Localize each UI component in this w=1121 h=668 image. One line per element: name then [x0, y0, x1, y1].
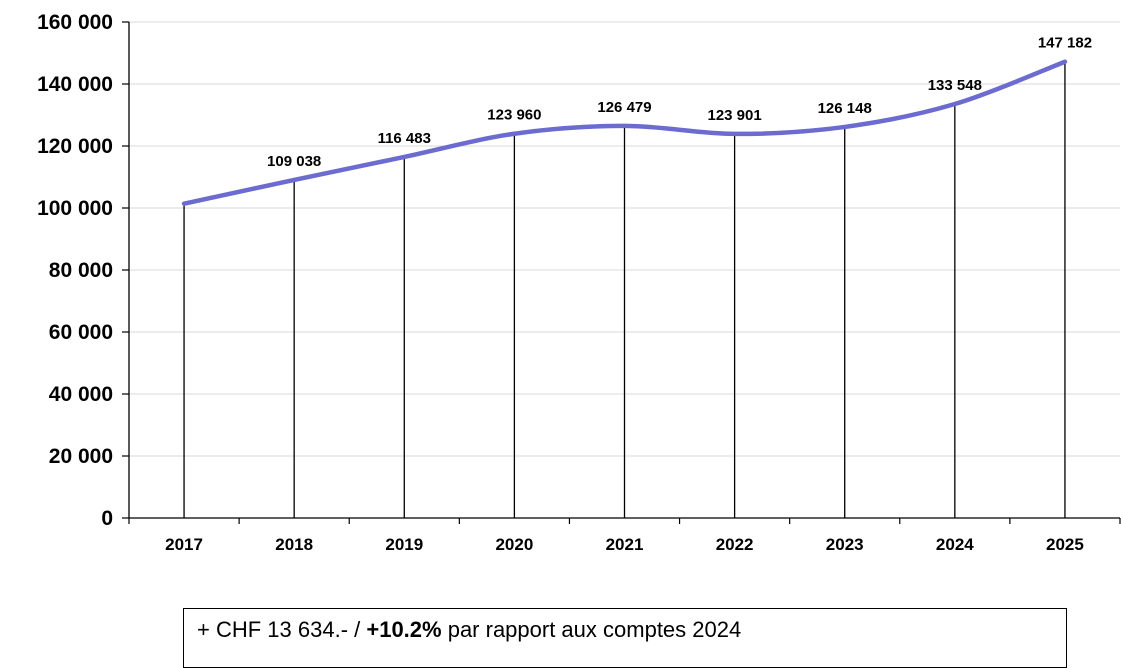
- summary-note: + CHF 13 634.- / +10.2% par rapport aux …: [183, 608, 1067, 668]
- y-tick-labels: 0 20 000 40 000 60 000 80 000 100 000 120 000 1…: [37, 11, 113, 530]
- y-tick-label: 0: [101, 507, 113, 530]
- data-label: 109 038: [267, 153, 321, 170]
- note-highlight: +10.2%: [366, 617, 442, 642]
- y-tick-label: 60 000: [49, 321, 113, 344]
- x-tick-label: 2019: [385, 535, 423, 554]
- series-lines: [181, 59, 1068, 206]
- series-line: [181, 59, 1068, 206]
- y-tick-label: 20 000: [49, 445, 113, 468]
- data-label: 116 483: [378, 130, 431, 147]
- y-tick-label: 140 000: [37, 73, 113, 96]
- note-suffix: par rapport aux comptes 2024: [441, 617, 742, 642]
- x-tick-label: 2024: [936, 535, 974, 554]
- data-labels: 109 038 116 483 123 960 126 479 123 901 126 1…: [267, 35, 1092, 170]
- x-tick-label: 2020: [495, 535, 533, 554]
- y-tick-label: 40 000: [49, 383, 113, 406]
- data-label: 133 548: [928, 77, 982, 94]
- x-tick-label: 2021: [606, 535, 644, 554]
- x-tick-labels: 2017 2018 2019 2020 2021 2022 2023 2024 2025: [165, 535, 1084, 554]
- data-label: 126 148: [818, 100, 872, 117]
- data-label: 126 479: [597, 99, 651, 116]
- data-label: 123 960: [487, 107, 541, 124]
- data-label: 123 901: [707, 107, 761, 124]
- line-chart: 0 20 000 40 000 60 000 80 000 100 000 120 000 1…: [37, 11, 1121, 554]
- drop-lines: [183, 61, 1066, 518]
- data-label: 147 182: [1038, 35, 1092, 52]
- x-tick-label: 2023: [826, 535, 864, 554]
- x-tick-label: 2018: [275, 535, 313, 554]
- y-tick-label: 100 000: [37, 197, 113, 220]
- x-tick-label: 2022: [716, 535, 754, 554]
- x-tick-label: 2017: [165, 535, 203, 554]
- note-prefix: + CHF 13 634.- /: [197, 617, 367, 642]
- y-tick-label: 120 000: [37, 135, 113, 158]
- x-tick-label: 2025: [1046, 535, 1084, 554]
- y-tick-label: 160 000: [37, 11, 113, 34]
- y-tick-label: 80 000: [49, 259, 113, 282]
